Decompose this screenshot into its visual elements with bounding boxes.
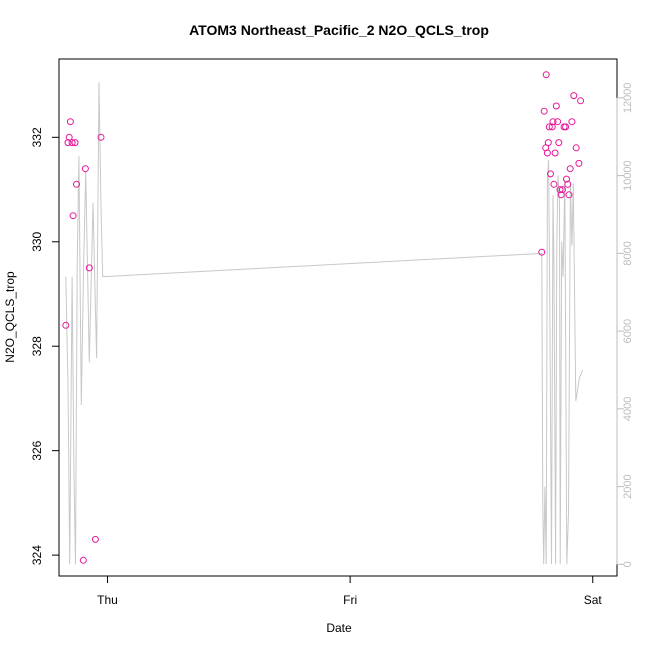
data-point xyxy=(552,102,560,110)
data-point xyxy=(85,264,93,272)
data-point xyxy=(565,191,573,199)
data-point xyxy=(65,133,73,141)
right-tick-label: 2000 xyxy=(622,474,634,498)
bottom-tick-label: Thu xyxy=(97,593,118,607)
right-axis: 0 2000 4000 6000 8000 10000 12000 xyxy=(616,83,634,567)
y-axis-label: N2O_QCLS_trop xyxy=(3,271,17,363)
data-point xyxy=(548,123,556,131)
data-point xyxy=(97,133,105,141)
data-point xyxy=(562,123,570,131)
data-point xyxy=(64,139,72,147)
right-tick-label: 12000 xyxy=(622,83,634,114)
data-point xyxy=(547,170,554,178)
data-point xyxy=(540,107,548,115)
data-point xyxy=(555,139,563,147)
right-tick-label: 8000 xyxy=(622,241,634,265)
right-tick-label: 10000 xyxy=(622,160,634,191)
altitude-line xyxy=(65,82,583,565)
bottom-axis: Thu Fri Sat xyxy=(97,575,603,607)
data-point xyxy=(563,175,570,183)
data-point xyxy=(551,149,559,157)
data-point xyxy=(556,186,564,194)
data-point xyxy=(68,139,76,147)
left-tick-label: 330 xyxy=(30,231,44,251)
data-point xyxy=(575,159,583,167)
data-point xyxy=(570,92,578,100)
data-point xyxy=(62,321,70,329)
right-tick-label: 0 xyxy=(622,561,634,567)
data-point xyxy=(572,144,580,152)
data-point xyxy=(81,165,89,173)
data-point xyxy=(550,180,558,188)
data-point xyxy=(69,212,77,220)
left-tick-label: 326 xyxy=(30,440,44,460)
data-point xyxy=(577,97,585,105)
plot-area xyxy=(58,58,618,577)
left-axis: 324 326 328 330 332 xyxy=(30,127,60,565)
data-point xyxy=(558,186,566,194)
altitude-polyline xyxy=(65,82,583,565)
data-point xyxy=(566,165,574,173)
n2o-points xyxy=(62,71,585,564)
bottom-tick-label: Sat xyxy=(584,593,603,607)
data-point xyxy=(544,139,552,147)
data-point xyxy=(538,248,546,256)
left-tick-label: 324 xyxy=(30,545,44,565)
data-point xyxy=(568,118,576,126)
data-point xyxy=(564,180,572,188)
data-point xyxy=(73,180,80,188)
data-point xyxy=(549,118,557,126)
right-tick-label: 4000 xyxy=(622,397,634,421)
data-point xyxy=(542,71,550,79)
data-point xyxy=(71,139,79,147)
data-point xyxy=(91,535,99,543)
x-axis-label: Date xyxy=(326,621,352,635)
right-tick-label: 6000 xyxy=(622,319,634,343)
left-tick-label: 328 xyxy=(30,336,44,356)
data-point xyxy=(66,118,74,126)
data-point xyxy=(543,149,551,157)
chart-title: ATOM3 Northeast_Pacific_2 N2O_QCLS_trop xyxy=(189,22,489,38)
bottom-tick-label: Fri xyxy=(343,593,357,607)
data-point xyxy=(557,191,565,199)
data-point xyxy=(79,556,87,564)
left-tick-label: 332 xyxy=(30,127,44,147)
data-point xyxy=(554,118,562,126)
data-point xyxy=(545,123,553,131)
